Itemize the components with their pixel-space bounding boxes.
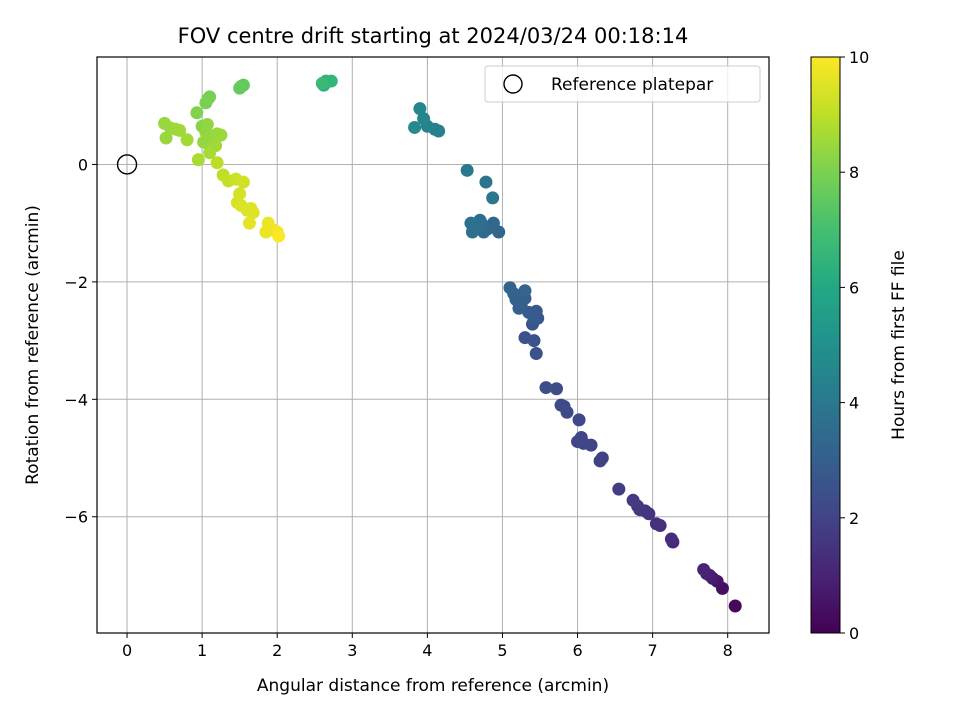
legend-entry-reference-platepar: Reference platepar (551, 75, 713, 95)
data-point (408, 120, 422, 134)
data-point (503, 281, 517, 295)
data-point (593, 454, 607, 468)
colorbar-ticks: 0 2 4 6 8 10 (840, 48, 869, 643)
data-point (197, 135, 211, 149)
data-point (529, 347, 543, 361)
data-point (572, 413, 586, 427)
data-point (460, 163, 474, 177)
data-point (259, 225, 273, 239)
data-point (522, 305, 536, 319)
data-point (233, 81, 247, 95)
data-point (612, 482, 626, 496)
data-point (200, 118, 214, 132)
data-point (159, 131, 173, 145)
x-tick-label: 4 (422, 641, 432, 660)
data-point (315, 76, 329, 90)
x-axis-ticks: 0 1 2 3 4 5 6 7 8 (122, 633, 733, 660)
data-point (518, 331, 532, 345)
data-point (649, 517, 663, 531)
x-tick-label: 5 (497, 641, 507, 660)
data-point (728, 599, 742, 613)
data-point (697, 563, 711, 577)
data-point (486, 191, 500, 205)
data-point (479, 175, 493, 189)
data-point (664, 532, 678, 546)
data-point (199, 96, 213, 110)
x-tick-label: 3 (347, 641, 357, 660)
colorbar-tick-label: 2 (849, 509, 859, 528)
colorbar-tick-label: 10 (849, 48, 869, 67)
colorbar-gradient (810, 56, 841, 634)
data-point (272, 229, 286, 243)
y-tick-label: −4 (64, 390, 88, 409)
x-tick-label: 6 (572, 641, 582, 660)
data-point (539, 381, 553, 395)
x-tick-label: 0 (122, 641, 132, 660)
data-point (191, 153, 205, 167)
data-point (571, 435, 585, 449)
data-point (180, 133, 194, 147)
colorbar: 0 2 4 6 8 10 Hours from first FF file (810, 48, 909, 643)
x-tick-label: 1 (197, 641, 207, 660)
legend-reference-marker (503, 74, 523, 94)
y-axis-label: Rotation from reference (arcmin) (23, 205, 43, 485)
y-tick-label: −6 (64, 508, 88, 527)
colorbar-tick-label: 6 (849, 278, 859, 297)
y-tick-label: 0 (78, 155, 88, 174)
data-point (214, 128, 228, 142)
data-point (240, 203, 254, 217)
reference-platepar-marker (116, 154, 138, 175)
y-axis-ticks: −6 −4 −2 0 (64, 155, 97, 527)
data-point (190, 106, 204, 120)
data-point (203, 146, 217, 160)
colorbar-tick-label: 8 (849, 163, 859, 182)
x-tick-label: 7 (648, 641, 658, 660)
data-point (518, 284, 532, 298)
colorbar-tick-label: 0 (849, 624, 859, 643)
x-axis-label: Angular distance from reference (arcmin) (257, 676, 609, 696)
plot-area-frame (96, 56, 770, 634)
data-point (417, 112, 431, 126)
chart-title: FOV centre drift starting at 2024/03/24 … (178, 24, 689, 48)
data-point (413, 102, 427, 116)
data-point (464, 216, 478, 230)
data-point (554, 398, 568, 412)
data-point (626, 493, 640, 507)
data-point (242, 216, 256, 230)
x-tick-label: 2 (272, 641, 282, 660)
reference-marker-group (116, 154, 138, 175)
data-point (236, 175, 250, 189)
legend: Reference platepar (484, 65, 761, 103)
y-tick-label: −2 (64, 273, 88, 292)
data-points (158, 74, 742, 613)
colorbar-label: Hours from first FF file (889, 250, 909, 440)
x-tick-label: 8 (723, 641, 733, 660)
legend-box (484, 65, 761, 103)
data-point (550, 382, 564, 396)
grid-lines (97, 57, 769, 633)
colorbar-tick-label: 4 (849, 394, 859, 413)
data-point (210, 156, 224, 170)
data-point (158, 116, 172, 130)
